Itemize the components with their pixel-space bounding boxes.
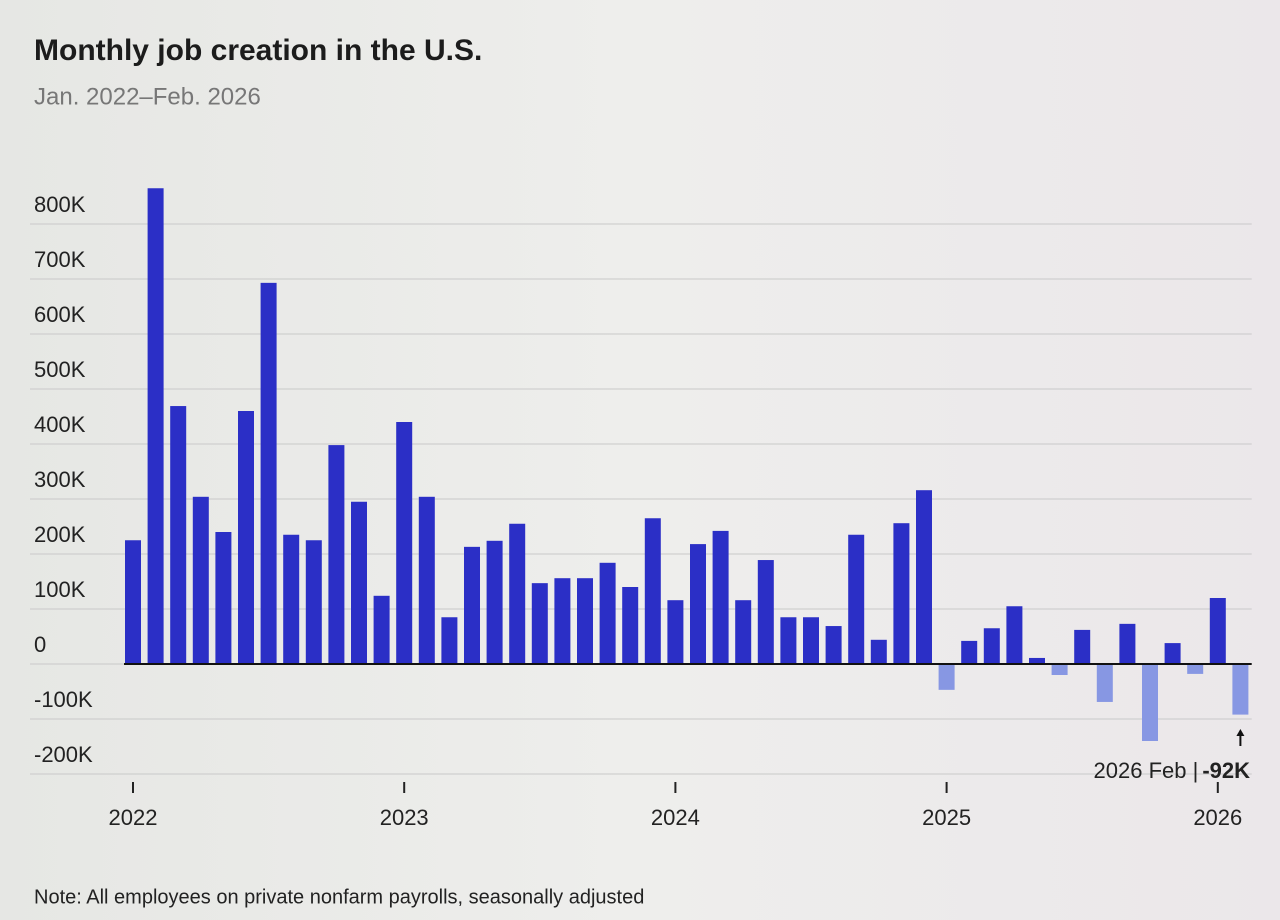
bar [1209, 598, 1226, 664]
bar [373, 595, 390, 664]
bar [848, 534, 865, 664]
bar [1119, 623, 1136, 664]
y-tick-label: 800K [34, 192, 86, 217]
bar [622, 587, 639, 664]
bar [983, 628, 1000, 664]
y-tick-label: -100K [34, 687, 93, 712]
note: Note: All employees on private nonfarm p… [34, 886, 644, 908]
bar [1051, 664, 1068, 675]
bar [305, 540, 322, 664]
bar [644, 518, 661, 664]
bar [238, 411, 254, 664]
bar [712, 530, 729, 664]
bar [916, 490, 932, 664]
bar [554, 578, 571, 664]
bar [757, 560, 774, 664]
bar [1187, 664, 1204, 674]
annotation-text: 2026 Feb | [1094, 758, 1199, 783]
bar [396, 422, 413, 664]
bar [1096, 664, 1113, 702]
bar [441, 617, 458, 664]
bar [260, 282, 277, 664]
y-tick-label: 500K [34, 357, 86, 382]
annotation-arrowhead [1236, 729, 1245, 736]
x-tick-label: 2022 [109, 805, 158, 830]
annotation: 2026 Feb | -92K [1094, 758, 1251, 783]
bar [893, 523, 910, 664]
bar [215, 532, 232, 664]
bar [780, 617, 797, 664]
bar [1142, 664, 1158, 741]
x-tick-label: 2026 [1193, 805, 1242, 830]
bar [509, 523, 526, 664]
chart-subtitle: Jan. 2022–Feb. 2026 [34, 83, 261, 110]
bar [577, 578, 593, 664]
bar [418, 496, 435, 664]
bar [464, 546, 480, 664]
bar [351, 501, 367, 664]
bar [690, 544, 706, 664]
y-tick-label: 100K [34, 577, 86, 602]
y-tick-label: 200K [34, 522, 86, 547]
bar [803, 617, 819, 664]
y-tick-label: -200K [34, 742, 93, 767]
bar [486, 540, 503, 664]
bar [1006, 606, 1023, 664]
y-tick-label: 600K [34, 302, 86, 327]
y-tick-label: 400K [34, 412, 86, 437]
bar [170, 406, 187, 664]
bar [283, 534, 300, 664]
bar [328, 445, 345, 664]
bar [1074, 629, 1091, 664]
x-tick-label: 2023 [380, 805, 429, 830]
bar [735, 600, 752, 664]
bar [961, 640, 978, 664]
bar [147, 188, 164, 664]
y-tick-label: 700K [34, 247, 86, 272]
x-tick-label: 2025 [922, 805, 971, 830]
y-tick-label: 0 [34, 632, 46, 657]
bar [938, 664, 955, 690]
chart-title: Monthly job creation in the U.S. [34, 34, 482, 67]
bar [870, 639, 887, 664]
value-label: -92K [1202, 758, 1250, 783]
bar [1164, 643, 1181, 664]
y-tick-label: 300K [34, 467, 86, 492]
bar [825, 626, 842, 664]
bar [1029, 657, 1045, 664]
bar [192, 496, 209, 664]
bar [125, 540, 141, 664]
bar [1232, 664, 1249, 715]
bar [531, 583, 548, 664]
bar [667, 600, 684, 664]
x-tick-label: 2024 [651, 805, 700, 830]
bar [599, 562, 616, 664]
